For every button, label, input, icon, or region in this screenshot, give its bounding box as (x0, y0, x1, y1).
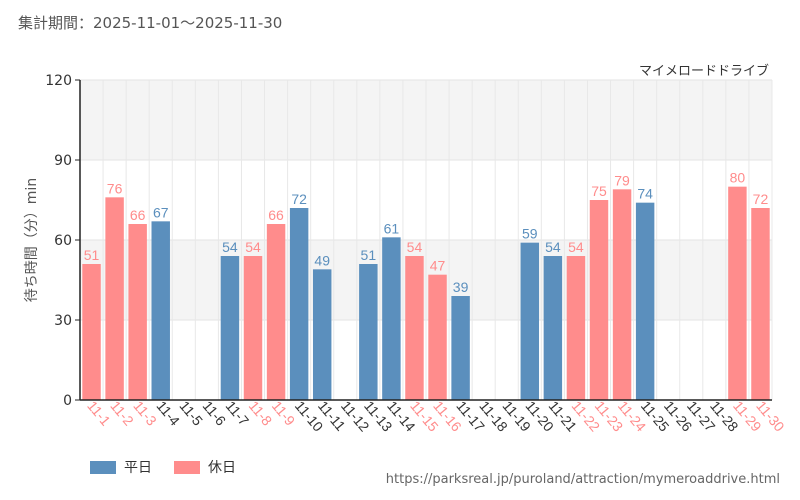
y-axis-label: 待ち時間（分）min (24, 178, 40, 302)
data-label-11-23: 75 (591, 183, 607, 199)
data-label-11-10: 72 (291, 191, 307, 207)
legend-swatch-holiday (174, 460, 200, 474)
data-label-11-1: 51 (84, 247, 100, 263)
x-tick-label-11-2: 11-2 (107, 398, 137, 429)
bar-11-8 (243, 256, 263, 400)
data-label-11-22: 54 (568, 239, 584, 255)
data-label-11-15: 54 (407, 239, 423, 255)
legend-item-holiday: 休日 (174, 457, 236, 477)
bar-11-14 (382, 237, 401, 400)
bar-11-10 (289, 208, 309, 400)
bar-11-15 (405, 256, 424, 400)
bar-11-20 (520, 242, 540, 400)
x-tick-label-11-3: 11-3 (130, 398, 160, 429)
legend-label-holiday: 休日 (208, 460, 236, 476)
data-label-11-7: 54 (222, 239, 238, 255)
y-tick-labels: 0 30 60 90 120 (45, 73, 72, 409)
x-tick-label-11-4: 11-4 (153, 398, 183, 429)
x-tick-label-11-6: 11-6 (200, 398, 230, 429)
bar-11-30 (751, 208, 770, 400)
data-label-11-2: 76 (107, 180, 123, 196)
bar-11-11 (312, 269, 332, 400)
legend: 平日 休日 (90, 457, 236, 477)
data-label-11-14: 61 (384, 220, 400, 236)
collection-period: 集計期間：2025-11-01～2025-11-30 (18, 14, 283, 32)
data-label-11-20: 59 (522, 226, 538, 242)
x-tick-labels: 11-111-211-311-411-511-611-711-811-911-1… (84, 398, 788, 435)
data-label-11-29: 80 (730, 170, 746, 186)
x-tick-label-11-7: 11-7 (223, 398, 253, 429)
data-label-11-9: 66 (268, 207, 284, 223)
bar-11-24 (612, 189, 632, 400)
legend-swatch-weekday (90, 460, 116, 474)
data-label-11-30: 72 (753, 191, 769, 207)
bar-11-13 (359, 264, 378, 400)
x-tick-label-11-1: 11-1 (84, 398, 114, 429)
bar-11-25 (635, 202, 655, 400)
data-label-11-13: 51 (361, 247, 377, 263)
data-label-11-21: 54 (545, 239, 561, 255)
bar-11-17 (451, 296, 470, 400)
bars: 51 76 66 67 54 54 66 72 49 51 61 54 47 39 59 54 54 75 79 74… (82, 170, 770, 400)
attraction-name: マイメロードドライブ (638, 64, 769, 79)
bar-11-4 (151, 221, 170, 400)
bar-11-7 (220, 256, 240, 400)
y-tick-label: 90 (54, 153, 72, 169)
bar-11-9 (266, 224, 286, 400)
data-label-11-11: 49 (314, 252, 330, 268)
bar-11-21 (543, 256, 563, 400)
bar-11-1 (82, 264, 101, 400)
y-tick-label: 60 (54, 233, 72, 249)
data-label-11-3: 66 (130, 207, 146, 223)
source-url[interactable]: https://parksreal.jp/puroland/attraction… (385, 472, 780, 487)
y-tick-label: 0 (63, 393, 72, 409)
data-label-11-24: 79 (614, 172, 630, 188)
bar-11-22 (566, 256, 586, 400)
data-label-11-17: 39 (453, 279, 469, 295)
bar-11-16 (428, 274, 447, 400)
bar-11-2 (105, 197, 124, 400)
legend-label-weekday: 平日 (124, 460, 152, 476)
data-label-11-8: 54 (245, 239, 261, 255)
data-label-11-4: 67 (153, 204, 169, 220)
data-label-11-25: 74 (637, 186, 653, 202)
y-tick-label: 30 (54, 313, 72, 329)
axes (75, 79, 772, 401)
bar-11-23 (589, 200, 609, 400)
x-tick-label-11-9: 11-9 (269, 398, 299, 429)
x-tick-label-11-8: 11-8 (246, 398, 276, 429)
bar-11-29 (728, 186, 747, 400)
y-tick-label: 120 (45, 73, 72, 89)
legend-item-weekday: 平日 (90, 457, 152, 477)
x-tick-label-11-5: 11-5 (177, 398, 207, 429)
bar-11-3 (128, 224, 147, 400)
data-label-11-16: 47 (430, 258, 446, 274)
